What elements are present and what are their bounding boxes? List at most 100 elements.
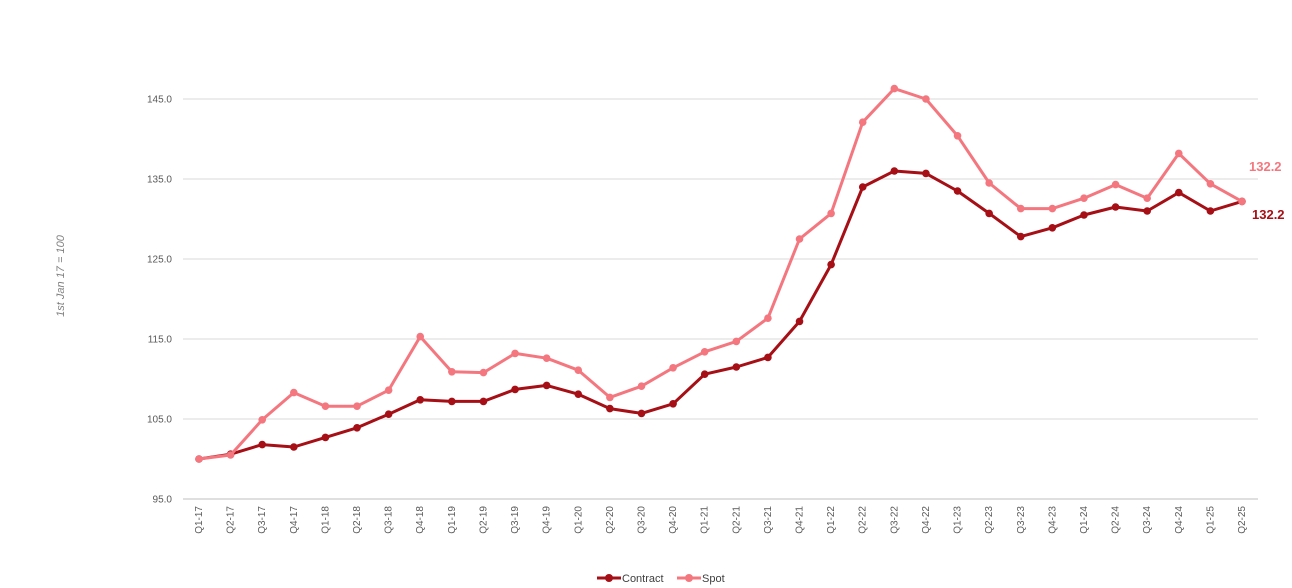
data-point [1238, 197, 1246, 206]
data-point [1143, 207, 1151, 215]
data-point [384, 386, 393, 395]
data-point [669, 400, 677, 408]
data-point [542, 381, 551, 390]
data-point [827, 260, 835, 269]
x-tick-label: Q4-17 [289, 506, 300, 534]
data-point [1080, 194, 1088, 202]
data-point [922, 95, 930, 103]
x-tick-label: Q1-18 [320, 506, 331, 534]
x-tick-label: Q3-23 [1016, 506, 1027, 534]
data-point [890, 167, 899, 175]
series-line [197, 169, 1244, 461]
data-point [985, 209, 993, 218]
x-tick-label: Q2-24 [1111, 506, 1122, 534]
series-spot [195, 84, 1246, 463]
x-tick-label: Q1-17 [194, 506, 205, 534]
data-point [195, 455, 203, 463]
data-point [606, 404, 614, 413]
data-point [1080, 211, 1088, 219]
data-point [1016, 232, 1025, 241]
data-point [1016, 204, 1025, 213]
x-tick-label: Q2-25 [1237, 506, 1248, 534]
y-axis-ticks: 95.0 105.0 115.0 125.0 135.0 145.0 [147, 95, 172, 506]
data-point [985, 179, 993, 187]
y-tick-label: 95.0 [153, 495, 173, 506]
x-tick-label: Q3-17 [257, 506, 268, 534]
data-point [1206, 180, 1215, 188]
data-point [353, 402, 361, 411]
x-tick-label: Q4-21 [795, 506, 806, 534]
data-point [795, 235, 804, 243]
data-point [1111, 180, 1120, 189]
legend-swatch-marker [685, 574, 693, 582]
x-tick-label: Q2-22 [858, 506, 869, 534]
contract-end-label: 132.2 [1252, 207, 1285, 222]
data-point [542, 354, 551, 363]
data-point [1206, 207, 1215, 215]
data-point [795, 317, 804, 326]
x-tick-label: Q2-21 [731, 506, 742, 534]
data-point [1143, 194, 1151, 202]
data-point [258, 416, 267, 424]
data-point [226, 451, 235, 459]
data-point [321, 433, 330, 442]
data-point [290, 388, 298, 397]
y-tick-label: 105.0 [147, 415, 172, 426]
data-point [574, 366, 583, 375]
x-tick-label: Q4-24 [1174, 506, 1185, 534]
x-tick-label: Q3-20 [636, 506, 647, 534]
x-tick-label: Q1-22 [826, 506, 837, 534]
data-point [669, 364, 677, 372]
data-point [764, 353, 772, 362]
x-tick-label: Q2-20 [605, 506, 616, 534]
data-point [321, 402, 330, 411]
x-tick-label: Q4-20 [668, 506, 679, 534]
spot-end-label: 132.2 [1249, 159, 1282, 174]
data-point [700, 370, 709, 379]
legend-label: Spot [702, 573, 725, 585]
series-lines [195, 84, 1246, 463]
data-point [416, 332, 425, 341]
end-labels: 132.2 132.2 [1249, 159, 1285, 222]
data-point [953, 187, 962, 195]
series-line [197, 87, 1244, 461]
data-point [1111, 203, 1120, 211]
data-point [953, 132, 962, 140]
data-point [922, 169, 930, 178]
x-tick-label: Q1-21 [700, 506, 711, 534]
x-tick-label: Q4-18 [415, 506, 426, 534]
data-point [1174, 149, 1183, 158]
y-tick-label: 145.0 [147, 95, 172, 106]
data-point [353, 424, 361, 432]
x-tick-label: Q3-21 [763, 506, 774, 534]
y-tick-label: 135.0 [147, 175, 172, 186]
x-tick-label: Q2-19 [478, 506, 489, 534]
x-tick-label: Q3-18 [384, 506, 395, 534]
data-point [637, 382, 646, 391]
data-point [637, 409, 646, 418]
x-axis-ticks: Q1-17 Q2-17 Q3-17 Q4-17 Q1-18 Q2-18 Q3-18 Q4-18… [194, 506, 1248, 534]
gridlines [183, 98, 1258, 500]
data-point [574, 390, 583, 399]
data-point [732, 363, 741, 371]
data-point [1174, 188, 1183, 197]
legend-label: Contract [622, 573, 664, 585]
x-tick-label: Q1-20 [573, 506, 584, 534]
x-tick-label: Q1-23 [953, 506, 964, 534]
x-tick-label: Q1-19 [447, 506, 458, 534]
x-tick-label: Q2-18 [352, 506, 363, 534]
y-tick-label: 115.0 [148, 335, 173, 346]
data-point [479, 368, 488, 377]
data-point [1048, 204, 1057, 213]
data-point [764, 314, 772, 323]
data-point [858, 183, 867, 191]
legend: Contract Spot [597, 573, 725, 585]
data-point [448, 368, 456, 376]
data-point [1048, 224, 1057, 232]
x-tick-label: Q4-22 [921, 506, 932, 534]
x-tick-label: Q2-17 [226, 506, 237, 534]
x-tick-label: Q2-23 [984, 506, 995, 534]
legend-item-contract: Contract [597, 573, 664, 585]
data-point [827, 209, 835, 218]
